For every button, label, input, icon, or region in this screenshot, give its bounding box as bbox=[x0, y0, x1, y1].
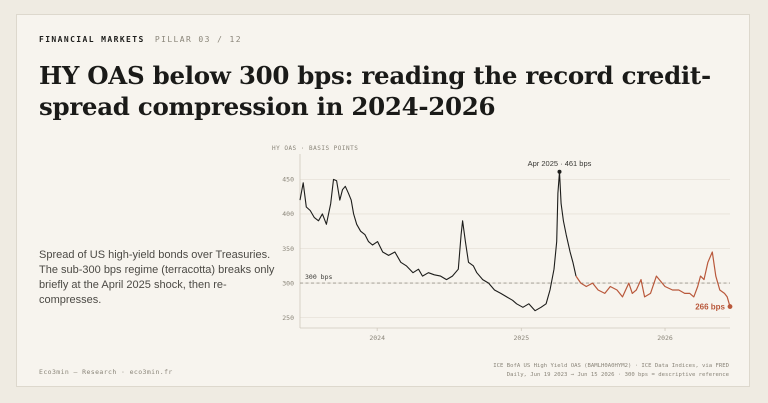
y-tick-label: 450 bbox=[282, 176, 294, 184]
card: FINANCIAL MARKETS PILLAR 03 / 12 HY OAS … bbox=[16, 14, 750, 387]
pillar-label: PILLAR 03 / 12 bbox=[154, 35, 242, 44]
peak-marker bbox=[557, 169, 562, 174]
x-tick-label: 2025 bbox=[513, 334, 529, 342]
y-tick-label: 400 bbox=[282, 210, 294, 218]
x-tick-label: 2026 bbox=[657, 334, 673, 342]
series-line-main bbox=[299, 171, 577, 312]
footer-brand: Eco3min — Research · eco3min.fr bbox=[39, 368, 173, 376]
x-tick-label: 2024 bbox=[369, 334, 385, 342]
y-tick-label: 350 bbox=[282, 245, 294, 253]
source-line-1: ICE BofA US High Yield OAS (BAMLH0A0HYM2… bbox=[493, 363, 729, 369]
source-note: ICE BofA US High Yield OAS (BAMLH0A0HYM2… bbox=[493, 362, 729, 380]
peak-label: Apr 2025 · 461 bps bbox=[528, 159, 592, 168]
page-title: HY OAS below 300 bps: reading the record… bbox=[39, 61, 711, 121]
end-value-label: 266 bps bbox=[695, 303, 725, 312]
y-tick-label: 300 bbox=[282, 279, 294, 287]
annotations: Apr 2025 · 461 bps 266 bps bbox=[528, 159, 733, 312]
reference-line: 300 bps bbox=[300, 273, 730, 284]
series-line-sub300-regime bbox=[575, 251, 731, 307]
y-tick-label: 250 bbox=[282, 314, 294, 322]
chart: HY OAS · BASIS POINTS 250 300 350 400 450 20… bbox=[272, 145, 733, 342]
chart-description: Spread of US high-yield bonds over Treas… bbox=[39, 249, 275, 306]
x-ticks: 2024 2025 2026 bbox=[369, 328, 673, 342]
kicker: FINANCIAL MARKETS PILLAR 03 / 12 bbox=[39, 35, 242, 44]
end-marker bbox=[727, 304, 733, 309]
y-ticks: 250 300 350 400 450 bbox=[282, 176, 294, 322]
reference-label: 300 bps bbox=[305, 273, 332, 281]
y-axis-label: HY OAS · BASIS POINTS bbox=[272, 145, 358, 152]
section-label: FINANCIAL MARKETS bbox=[39, 35, 145, 44]
source-line-2: Daily, Jun 19 2023 → Jun 15 2026 · 300 b… bbox=[506, 372, 729, 378]
series-layer bbox=[299, 171, 731, 312]
